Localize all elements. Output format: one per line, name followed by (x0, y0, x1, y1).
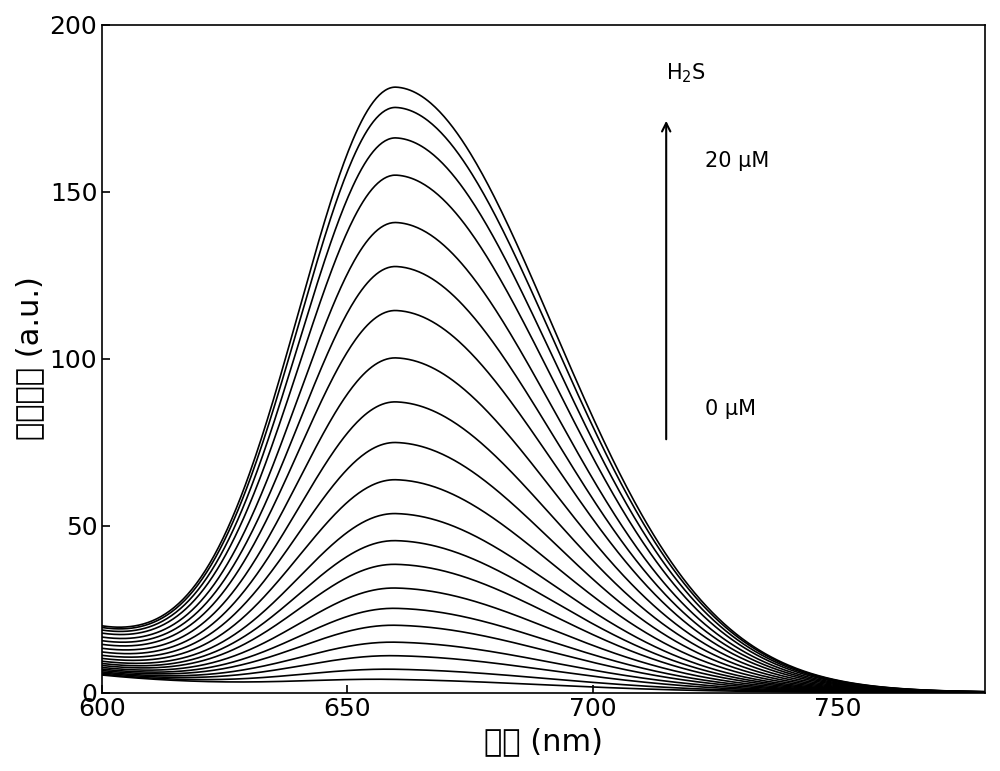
Y-axis label: 荧光强度 (a.u.): 荧光强度 (a.u.) (15, 277, 44, 440)
Text: 20 μM: 20 μM (705, 151, 770, 171)
Text: H$_2$S: H$_2$S (666, 61, 706, 85)
X-axis label: 波长 (nm): 波长 (nm) (484, 727, 603, 756)
Text: 0 μM: 0 μM (705, 399, 756, 419)
